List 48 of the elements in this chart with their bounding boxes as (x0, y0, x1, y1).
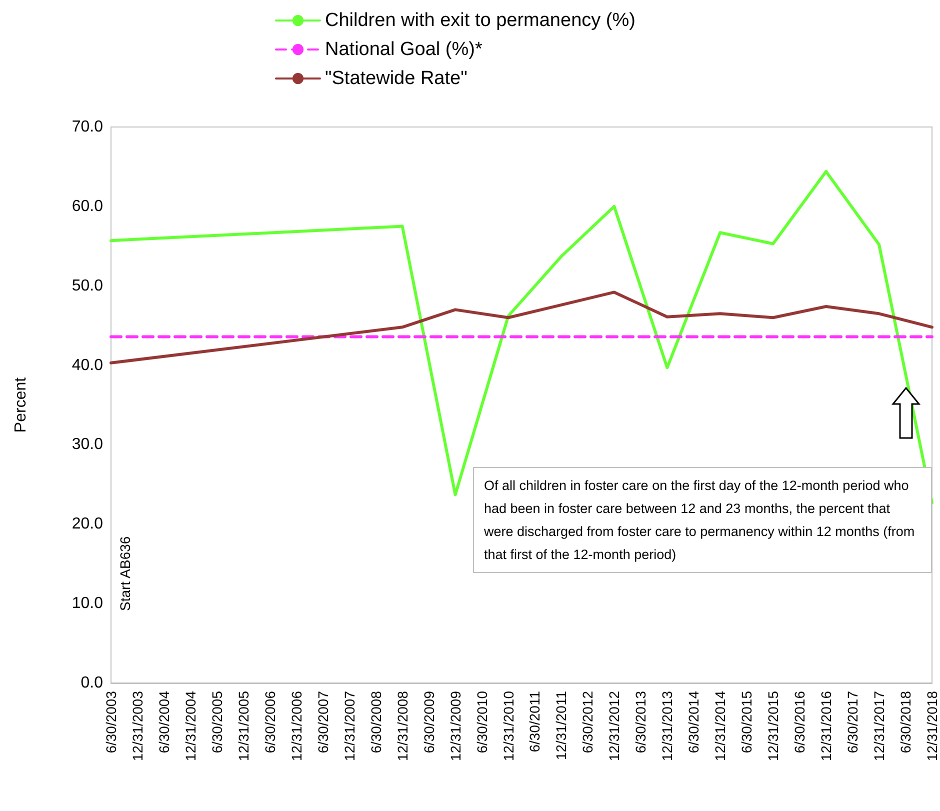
x-tick-label: 12/31/2009 (447, 690, 464, 762)
x-tick-label: 6/30/2008 (368, 690, 384, 754)
line-series (110, 290, 934, 364)
y-tick-label: 0.0 (80, 674, 104, 692)
x-tick-label: 12/31/2011 (553, 690, 570, 760)
x-tick-label: 12/31/2017 (871, 690, 888, 762)
y-tick-label: 60.0 (72, 198, 104, 215)
y-tick-label: 20.0 (72, 516, 104, 533)
x-tick-label: 12/31/2005 (235, 690, 252, 762)
x-tick-label: 12/31/2012 (606, 690, 622, 762)
x-tick-label: 6/30/2006 (262, 690, 278, 754)
x-tick-label: 12/31/2013 (659, 690, 676, 762)
x-tick-label: 12/31/2015 (765, 690, 782, 762)
y-tick-label: 40.0 (72, 356, 104, 374)
annotation: Start AB636 (117, 536, 133, 611)
annotation: Of all children in foster care on the first day of the 12-month period who had been in foster care between 12 and 23 months, the percent that were discharged from foster care to permanency within 12 months (from that first of the 12-month period) (473, 467, 932, 573)
x-tick-label: 12/31/2010 (500, 690, 516, 762)
x-tick-label: 12/31/2018 (924, 690, 940, 762)
x-tick-label: 12/31/2016 (818, 690, 834, 762)
x-tick-label: 6/30/2004 (156, 690, 172, 754)
legend-label: "Statewide Rate" (325, 68, 468, 89)
x-tick-label: 6/30/2009 (420, 690, 437, 754)
y-tick-label: 30.0 (72, 436, 104, 454)
x-tick-label: 6/30/2011 (526, 690, 543, 752)
line-series (110, 170, 934, 504)
x-tick-label: 12/31/2003 (129, 690, 146, 762)
x-tick-label: 6/30/2012 (580, 690, 596, 754)
x-tick-label: 12/31/2008 (394, 690, 410, 762)
x-tick-label: 6/30/2007 (314, 690, 331, 754)
y-axis-title: Percent (12, 376, 30, 433)
x-tick-label: 12/31/2014 (712, 690, 728, 762)
y-tick-label: 50.0 (72, 277, 104, 294)
y-tick-label: 70.0 (72, 118, 104, 136)
legend-label: National Goal (%)* (325, 39, 483, 60)
x-tick-label: 12/31/2007 (341, 690, 358, 762)
x-tick-label: 6/30/2005 (208, 690, 225, 754)
x-tick-label: 6/30/2017 (844, 690, 861, 754)
x-tick-label: 12/31/2004 (182, 690, 198, 762)
x-tick-label: 6/30/2014 (686, 690, 702, 754)
y-tick-label: 10.0 (72, 595, 104, 612)
x-tick-label: 6/30/2018 (898, 690, 914, 754)
x-tick-label: 12/31/2006 (288, 690, 304, 762)
x-tick-label: 6/30/2015 (738, 690, 755, 754)
x-tick-label: 6/30/2003 (103, 690, 119, 754)
legend-label: Children with exit to permanency (%) (325, 10, 636, 31)
x-tick-label: 6/30/2016 (792, 690, 808, 754)
x-tick-label: 6/30/2010 (474, 690, 490, 754)
x-tick-label: 6/30/2013 (632, 690, 649, 754)
